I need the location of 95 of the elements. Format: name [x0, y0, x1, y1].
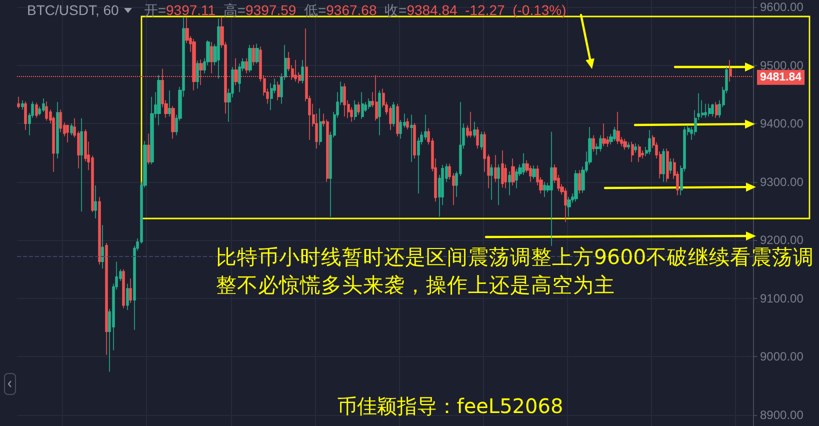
y-tick-label: 9400.00 [760, 116, 804, 131]
candlestick [469, 111, 472, 138]
candlestick [623, 138, 627, 150]
candlestick [94, 184, 97, 219]
candlestick [357, 102, 360, 116]
candlestick [532, 165, 536, 180]
candlestick [631, 141, 634, 162]
candlestick [511, 158, 515, 186]
candlestick [319, 108, 322, 146]
candlestick [501, 150, 504, 188]
candlestick [210, 42, 213, 74]
candlestick [277, 81, 280, 101]
candlestick [638, 144, 641, 162]
candlestick [24, 101, 27, 130]
candlestick [648, 130, 651, 155]
ref-line-label: 9481.84 [760, 71, 802, 84]
candlestick [98, 196, 101, 265]
candlestick [473, 121, 476, 138]
candlestick [413, 122, 416, 159]
candlestick [522, 152, 525, 176]
chart-title: BTC/USDT, 60 [27, 2, 119, 19]
candlestick [662, 148, 665, 182]
candlestick [21, 100, 24, 110]
y-tick-label: 9600.00 [760, 0, 804, 14]
y-tick-label: 9200.00 [760, 233, 804, 248]
candlestick [490, 164, 493, 200]
candlestick [56, 102, 59, 159]
candlestick [361, 92, 364, 120]
candlestick [564, 188, 567, 222]
candlestick [196, 60, 199, 89]
candlestick [543, 181, 546, 198]
candlestick [59, 109, 62, 133]
candlestick [368, 98, 371, 110]
candlestick [424, 114, 427, 140]
candlestick [126, 283, 129, 310]
candlestick [550, 131, 553, 246]
candlestick [45, 101, 48, 122]
candlestick [147, 133, 150, 165]
candlestick [669, 158, 672, 174]
candlestick [248, 44, 252, 73]
candlestick [378, 90, 381, 136]
candlestick [129, 278, 132, 304]
candlestick [494, 154, 497, 182]
y-tick-label: 8900.00 [760, 408, 804, 422]
candlestick [599, 134, 602, 152]
candlestick [171, 106, 175, 140]
candlestick [704, 103, 707, 118]
candlestick [17, 96, 20, 109]
candlestick [497, 164, 500, 206]
y-tick-label: 9300.00 [760, 174, 804, 189]
candlestick [270, 82, 273, 111]
candlestick [410, 114, 413, 162]
candlestick [406, 118, 409, 130]
candlestick [715, 102, 718, 118]
candlestick [396, 103, 399, 137]
candlestick [392, 102, 395, 127]
y-tick-label: 9500.00 [760, 58, 804, 72]
candlestick [245, 58, 248, 74]
candlestick [101, 224, 104, 270]
candlestick [35, 102, 38, 118]
candlestick [354, 100, 357, 120]
candlestick [66, 124, 69, 143]
candlestick [105, 242, 108, 356]
candlestick [602, 123, 606, 147]
y-tick-label: 9000.00 [760, 350, 804, 364]
candlestick [252, 44, 255, 66]
candlestick [711, 103, 714, 117]
candlestick [480, 131, 483, 150]
candlestick [168, 90, 171, 117]
candlestick [150, 96, 154, 165]
candlestick [343, 82, 346, 117]
candlestick [616, 111, 620, 144]
candlestick [70, 123, 73, 136]
candlestick [42, 98, 45, 112]
annotation: 币佳颖指导：feeL52068 [336, 394, 564, 418]
candlestick [122, 268, 125, 309]
candlestick [217, 18, 220, 80]
candlestick [389, 106, 392, 130]
candlestick [592, 134, 595, 152]
candlestick [515, 168, 518, 189]
candlestick [567, 196, 571, 218]
candlestick [708, 103, 711, 117]
candlestick [301, 60, 304, 84]
candlestick [255, 43, 259, 64]
candlestick [476, 126, 479, 150]
candlestick [578, 170, 581, 194]
candlestick [613, 126, 616, 142]
candlestick [666, 148, 669, 182]
candlestick [508, 170, 511, 196]
candlestick [157, 74, 161, 126]
candlestick [80, 118, 83, 212]
candlestick [627, 142, 630, 150]
text: 开=9397.11 高=9397.59 低=9367.68 收=9384.84 -12.27 (-0.13%) [144, 2, 566, 18]
candlestick [634, 142, 637, 154]
candlestick [574, 170, 578, 202]
